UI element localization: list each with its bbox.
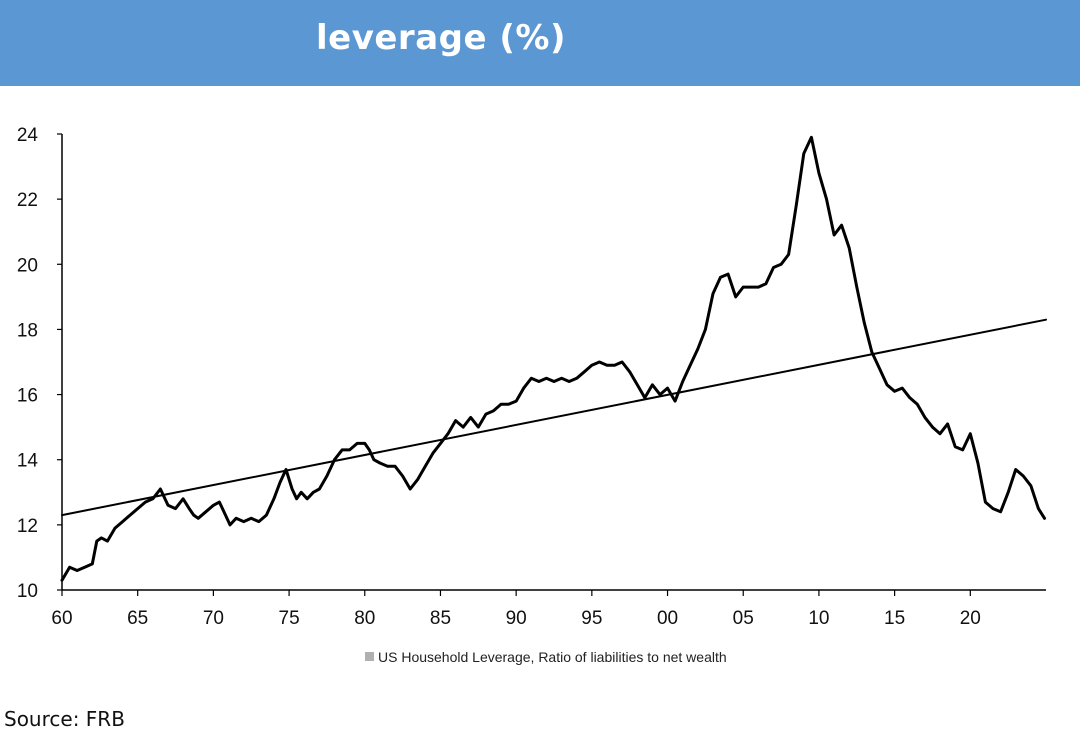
x-tick-label: 95 <box>581 608 602 629</box>
x-tick-label: 20 <box>960 608 981 629</box>
y-tick-label: 20 <box>17 255 38 276</box>
y-tick-label: 14 <box>17 451 39 472</box>
x-tick-label: 05 <box>733 608 754 629</box>
x-tick-label: 15 <box>884 608 905 629</box>
page-title: leverage (%) <box>316 18 567 58</box>
x-tick-label: 00 <box>657 608 678 629</box>
y-tick-label: 10 <box>17 581 38 602</box>
x-tick-label: 75 <box>279 608 300 629</box>
chart-series <box>60 135 1047 582</box>
y-tick-label: 18 <box>17 320 38 341</box>
chart-axes: 10 12 14 16 18 20 22 24 60 65 70 75 80 85 90 95 00 05 10 15… <box>17 125 1046 629</box>
y-tick-label: 22 <box>17 190 38 211</box>
x-tick-label: 60 <box>51 608 72 629</box>
trend-line <box>61 318 1047 517</box>
x-tick-label: 85 <box>430 608 451 629</box>
chart-legend: US Household Leverage, Ratio of liabilit… <box>365 649 727 665</box>
source-note: Source: FRB <box>4 707 125 731</box>
x-tick-label: 90 <box>506 608 527 629</box>
legend-label: US Household Leverage, Ratio of liabilit… <box>378 649 727 665</box>
chart: 10 12 14 16 18 20 22 24 60 65 70 75 80 85 90 95 00 05 10 15… <box>17 125 1047 665</box>
title-banner: leverage (%) <box>0 0 1080 86</box>
legend-marker <box>365 652 374 661</box>
y-tick-label: 12 <box>17 516 38 537</box>
x-tick-label: 80 <box>354 608 375 629</box>
y-tick-label: 24 <box>17 125 39 146</box>
y-tick-label: 16 <box>17 386 38 407</box>
x-tick-label: 10 <box>808 608 829 629</box>
leverage-series-line <box>60 135 1046 582</box>
x-tick-label: 65 <box>127 608 148 629</box>
x-tick-label: 70 <box>203 608 224 629</box>
